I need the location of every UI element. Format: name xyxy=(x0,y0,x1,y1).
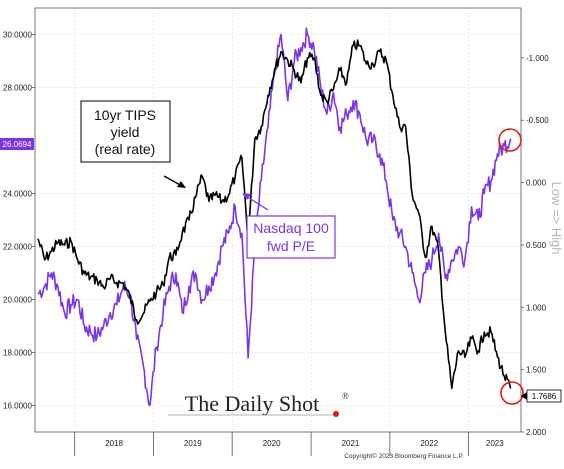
plot-frame xyxy=(34,7,522,433)
right-tick-label: 0.000 xyxy=(526,179,547,188)
annotation-tips-line-1: 10yr TIPS xyxy=(94,107,156,123)
right-axis: -1.000 -0.500 0.000 0.500 1.000 1.500 2.000 xyxy=(521,54,549,437)
annotation-nasdaq-box xyxy=(246,215,336,259)
badge-nasdaq-value: 26.0694 xyxy=(3,140,32,149)
last-value-badge-tips: 1.7686 xyxy=(521,389,562,403)
annotation-nasdaq-line-2: fwd P/E xyxy=(267,238,315,254)
annotation-nasdaq-arrow xyxy=(245,195,269,211)
right-tick-label: -1.000 xyxy=(526,54,549,63)
right-tick-label: 1.500 xyxy=(526,366,547,375)
copyright-text: Copyright© 2023 Bloomberg Finance L.P. xyxy=(344,452,464,460)
right-tick-label: 1.000 xyxy=(526,303,547,312)
left-tick-label: 28.0000 xyxy=(3,84,32,93)
x-tick-label: 2022 xyxy=(420,439,438,448)
badge-tips-value: 1.7686 xyxy=(532,392,557,401)
badge-nasdaq-bg xyxy=(0,138,34,150)
annotation-nasdaq: Nasdaq 100 fwd P/E xyxy=(242,193,336,259)
brand-dot xyxy=(333,411,339,417)
left-axis: 16.0000 18.0000 20.0000 22.0000 24.0000 28.00… xyxy=(3,31,35,411)
brand-logo: The Daily Shot ® xyxy=(168,391,349,417)
annotation-tips-line-2: yield xyxy=(111,124,140,140)
left-tick-label: 16.0000 xyxy=(3,402,32,411)
x-tick-label: 2020 xyxy=(263,439,281,448)
x-axis: 2018 2019 2020 2021 2022 2023 xyxy=(74,432,504,456)
left-tick-label: 22.0000 xyxy=(3,243,32,252)
left-tick-label: 20.0000 xyxy=(3,296,32,305)
last-value-badge-nasdaq: 26.0694 xyxy=(0,138,34,150)
highlight-circle-tips xyxy=(500,381,524,405)
annotation-nasdaq-line-1: Nasdaq 100 xyxy=(253,220,329,236)
badge-tips-pointer xyxy=(521,392,527,400)
right-axis-label: Low => High xyxy=(549,182,564,255)
brand-logo-mark: ® xyxy=(342,391,349,401)
annotation-tips-arrowhead xyxy=(177,181,186,188)
annotation-tips-line-3: (real rate) xyxy=(95,141,156,157)
highlight-circle-nasdaq xyxy=(498,128,522,152)
x-tick-label: 2021 xyxy=(342,439,360,448)
x-tick-label: 2019 xyxy=(184,439,202,448)
left-tick-label: 18.0000 xyxy=(3,349,32,358)
annotation-tips: 10yr TIPS yield (real rate) xyxy=(80,100,186,188)
left-tick-label: 24.0000 xyxy=(3,190,32,199)
right-tick-label: 0.500 xyxy=(526,241,547,250)
brand-logo-text: The Daily Shot xyxy=(185,391,319,416)
annotation-tips-box xyxy=(80,100,171,163)
right-tick-label: 2.000 xyxy=(526,428,547,437)
series-line-tips-yield xyxy=(37,39,512,390)
left-tick-label: 30.0000 xyxy=(3,31,32,40)
annotation-nasdaq-arrowhead xyxy=(242,193,251,200)
x-tick-label: 2018 xyxy=(105,439,123,448)
x-tick-label: 2023 xyxy=(486,439,504,448)
right-tick-label: -0.500 xyxy=(526,116,549,125)
